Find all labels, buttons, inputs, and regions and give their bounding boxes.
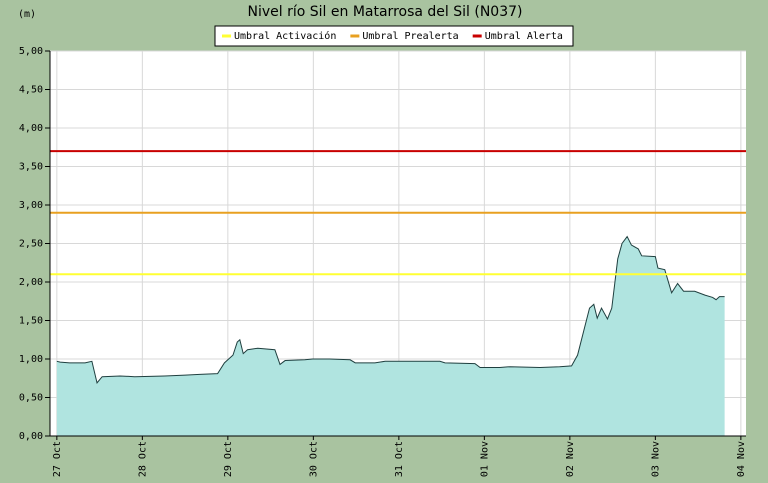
area (56, 236, 725, 436)
x-tick-label: 03 Nov (650, 441, 661, 477)
y-tick-label: 3,00 (19, 200, 43, 211)
x-tick-label: 27 Oct (52, 441, 63, 477)
legend (214, 25, 574, 47)
y-tick-label: 4,50 (19, 85, 43, 96)
legend-label: Umbral Prealerta (362, 31, 458, 42)
x-tick-label: 31 Oct (394, 441, 405, 477)
legend-label: Umbral Alerta (485, 31, 563, 42)
y-tick-label: 1,50 (19, 316, 43, 327)
y-tick-label: 0,00 (19, 431, 43, 442)
x-tick-label: 04 Nov (736, 441, 747, 477)
y-tick-label: 4,00 (19, 123, 43, 134)
x-tick-label: 30 Oct (308, 441, 319, 477)
y-tick-label: 2,00 (19, 277, 43, 288)
legend-label: Umbral Activación (234, 30, 336, 42)
y-tick-label: 1,00 (19, 354, 43, 365)
y-tick-label: 5,00 (19, 46, 43, 57)
x-tick-label: 28 Oct (137, 441, 148, 477)
x-tick-label: 29 Oct (223, 441, 234, 477)
y-tick-label: 2,50 (19, 239, 43, 250)
y-tick-label: 3,50 (19, 162, 43, 173)
chart-title: Nivel río Sil en Matarrosa del Sil (N037… (248, 4, 523, 20)
y-tick-label: 0,50 (19, 393, 43, 404)
y-axis-label: (m) (18, 9, 36, 20)
x-tick-label: 01 Nov (479, 441, 490, 477)
x-tick-label: 02 Nov (565, 441, 576, 477)
line (56, 235, 725, 384)
